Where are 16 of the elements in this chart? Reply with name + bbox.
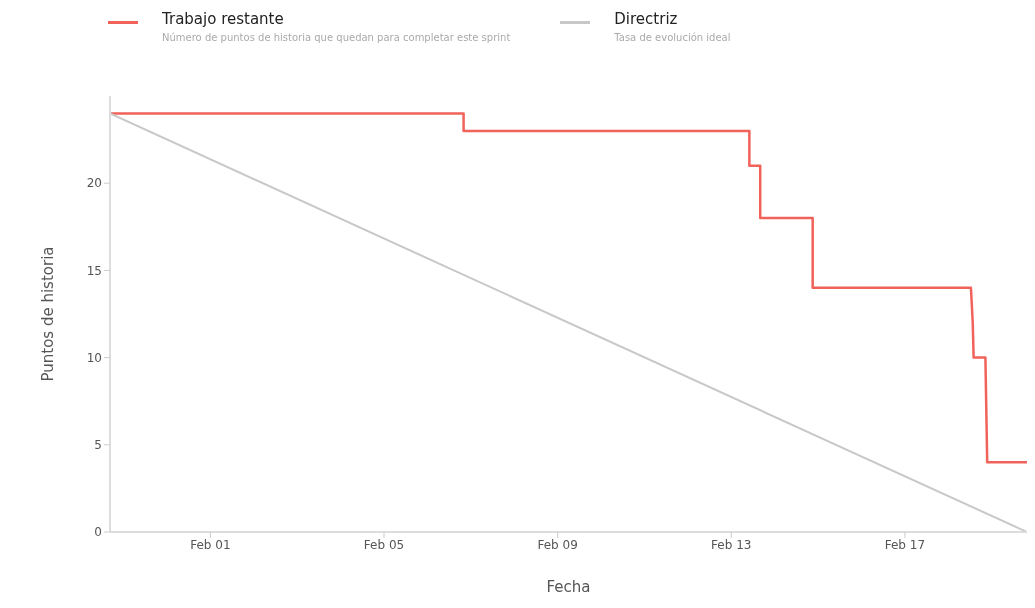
legend-label: Directriz <box>614 10 679 28</box>
x-tick-label: Feb 17 <box>884 537 926 552</box>
y-axis-title: Puntos de historia <box>39 246 58 382</box>
legend-label: Trabajo restante <box>162 10 285 28</box>
x-tick-label: Feb 09 <box>537 537 578 552</box>
y-tick-label: 5 <box>94 438 102 453</box>
x-axis-title: Fecha <box>546 578 591 596</box>
y-tick-label: 20 <box>86 176 102 191</box>
x-tick-label: Feb 13 <box>711 537 752 552</box>
y-tick-label: 10 <box>86 350 102 365</box>
text: Número de puntos de historia que quedan para completar este sprint <box>162 32 511 43</box>
x-tick-label: Feb 01 <box>190 537 231 552</box>
y-tick-label: 15 <box>86 263 102 278</box>
x-tick-label: Feb 05 <box>363 537 405 552</box>
text: Tasa de evolución ideal <box>614 32 731 43</box>
y-tick-label: 0 <box>94 525 102 540</box>
